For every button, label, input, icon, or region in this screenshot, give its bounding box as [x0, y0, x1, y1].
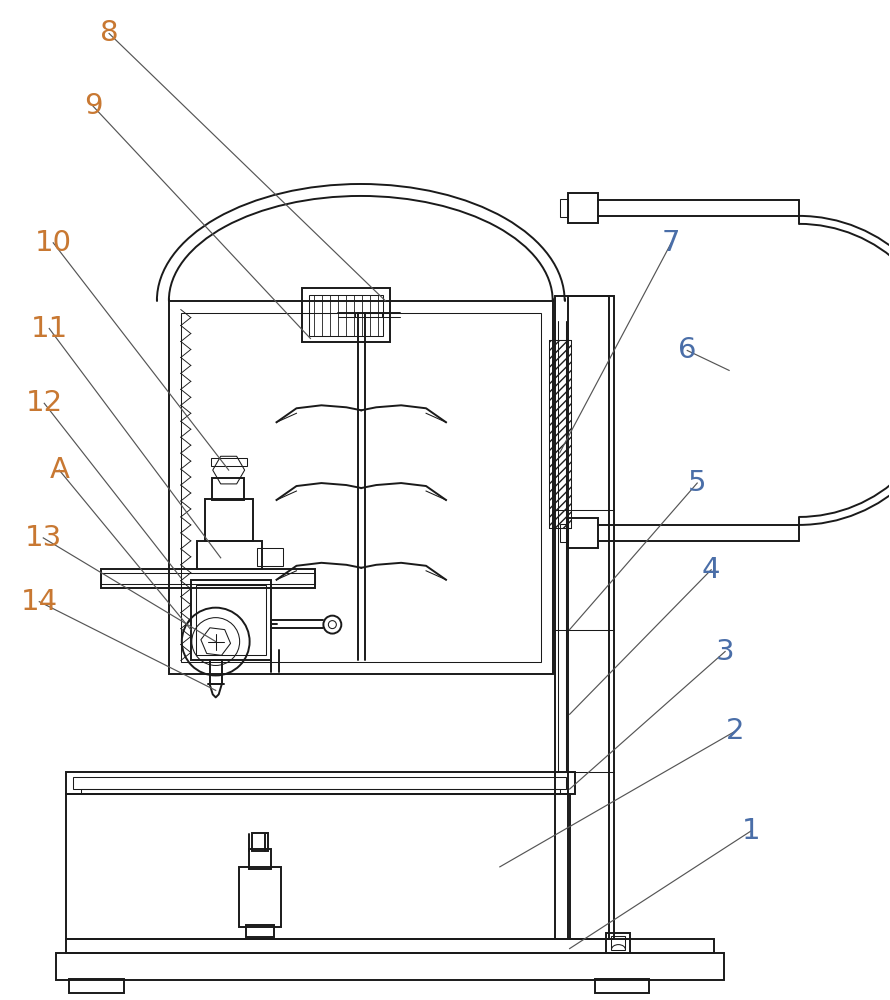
Bar — [560, 524, 568, 542]
Text: A: A — [49, 456, 69, 484]
Bar — [73, 777, 566, 789]
Text: 7: 7 — [662, 229, 681, 257]
Text: 9: 9 — [84, 92, 102, 120]
Text: 8: 8 — [100, 19, 118, 47]
Bar — [310, 295, 384, 336]
Bar — [205, 499, 253, 541]
Bar — [181, 313, 541, 662]
Text: 13: 13 — [25, 524, 62, 552]
Bar — [239, 867, 280, 927]
Bar — [595, 979, 650, 993]
Bar — [210, 660, 222, 684]
Bar — [211, 458, 247, 466]
Text: 5: 5 — [688, 469, 707, 497]
Bar — [548, 340, 570, 528]
Bar — [66, 794, 570, 939]
Bar — [568, 518, 597, 548]
Bar — [568, 193, 597, 223]
Bar — [554, 296, 614, 939]
Bar — [81, 789, 560, 794]
Bar — [560, 199, 568, 217]
Bar — [169, 301, 553, 674]
Text: 12: 12 — [26, 389, 63, 417]
Text: 10: 10 — [35, 229, 72, 257]
Bar — [196, 585, 265, 655]
Bar — [56, 953, 724, 980]
Bar — [606, 933, 630, 953]
Bar — [248, 849, 271, 869]
Text: 6: 6 — [678, 336, 697, 364]
Bar — [303, 288, 390, 342]
Bar — [69, 979, 124, 993]
Bar — [197, 541, 262, 569]
Bar — [252, 833, 268, 851]
Text: 11: 11 — [30, 315, 68, 343]
Bar — [66, 939, 714, 953]
Bar — [101, 573, 315, 584]
Text: 1: 1 — [741, 817, 760, 845]
Bar — [190, 580, 271, 660]
Text: 2: 2 — [726, 717, 744, 745]
Bar — [611, 936, 626, 950]
Bar — [212, 478, 244, 500]
Bar — [246, 925, 273, 937]
Text: 3: 3 — [716, 638, 734, 666]
Bar — [568, 296, 610, 939]
Text: 14: 14 — [20, 588, 58, 616]
Bar — [256, 548, 282, 566]
Bar — [101, 569, 315, 588]
Bar — [66, 772, 575, 794]
Text: 4: 4 — [702, 556, 720, 584]
